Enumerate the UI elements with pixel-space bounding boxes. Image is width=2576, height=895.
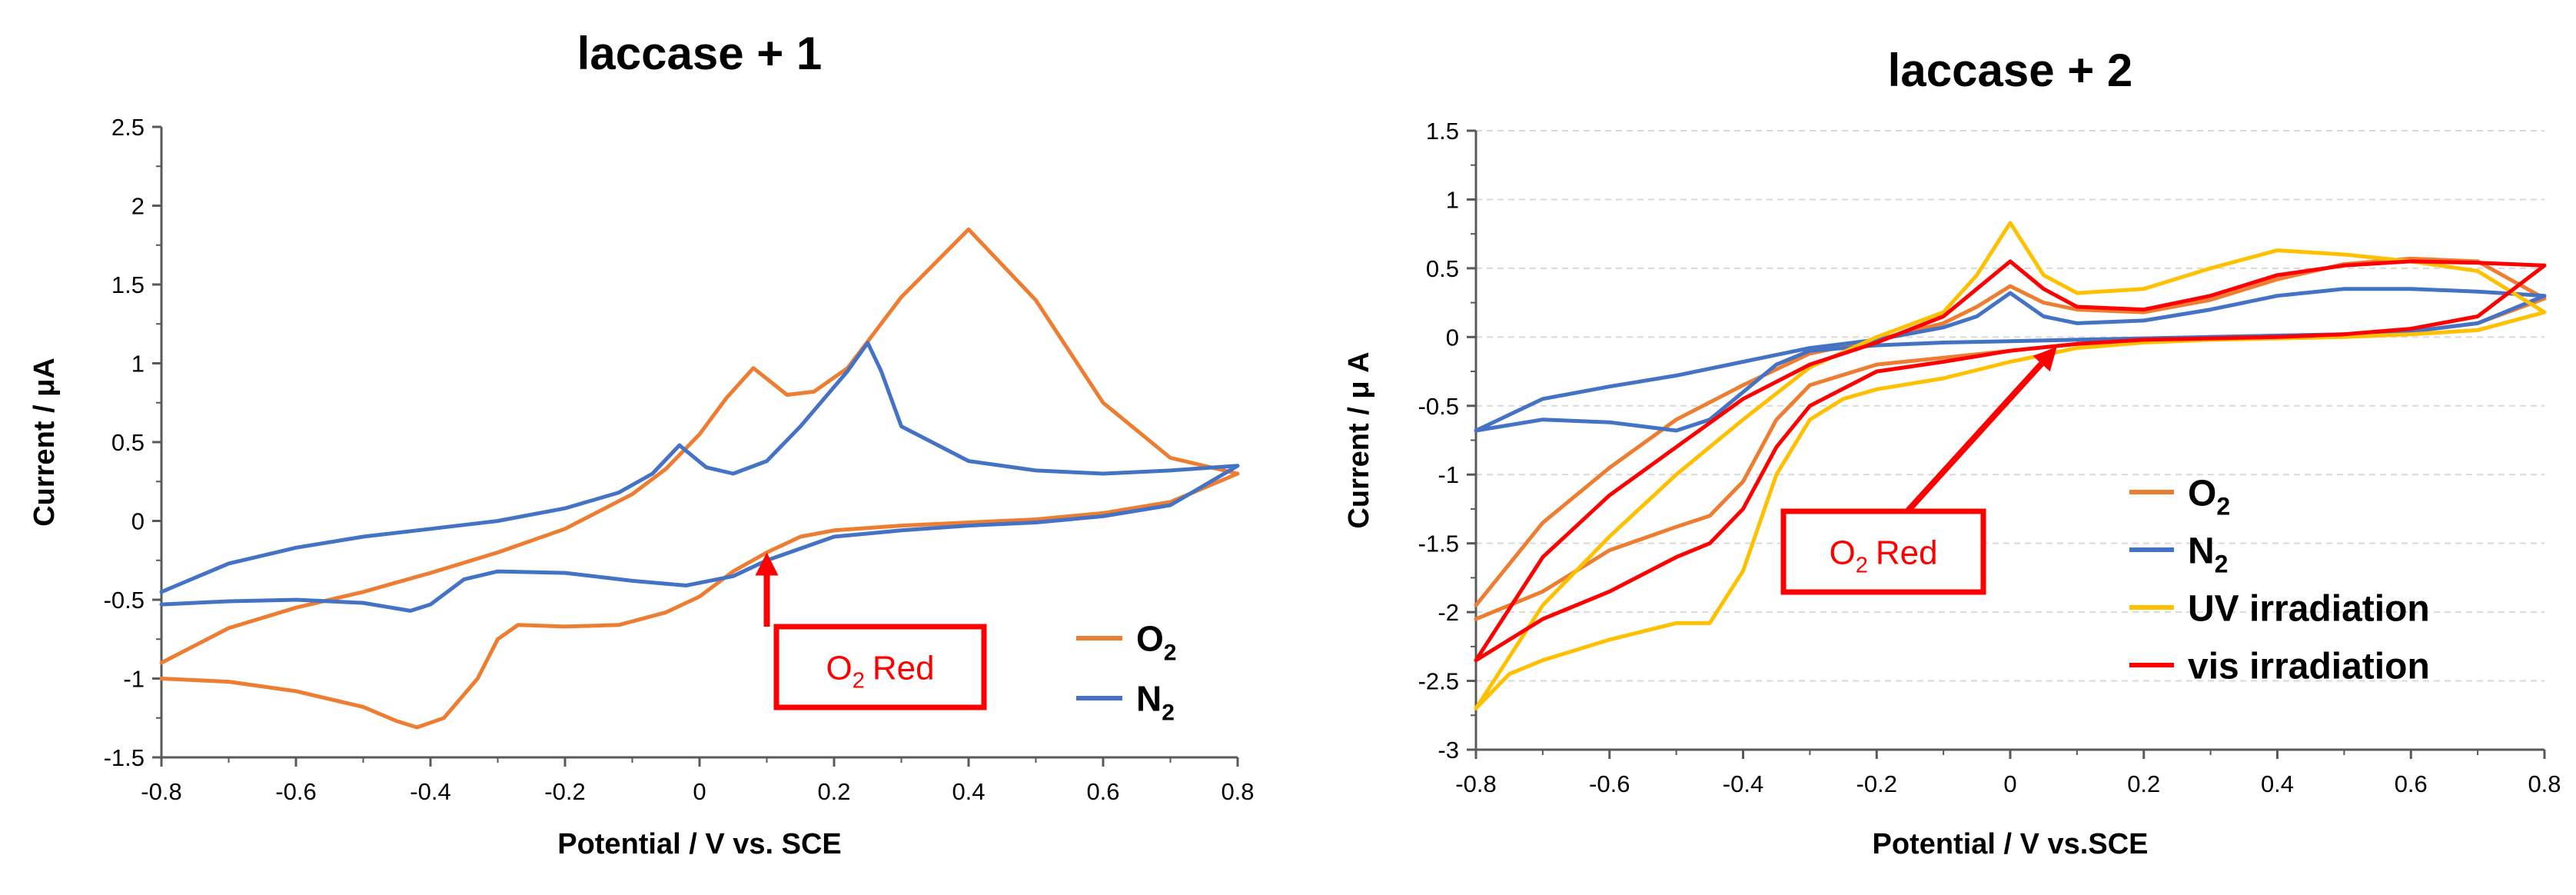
series-line-vis xyxy=(1474,259,2547,663)
legend-label-n2: N2 xyxy=(2188,531,2228,577)
y-tick-label: -0.5 xyxy=(1418,393,1459,420)
legend-label-n2: N2 xyxy=(1136,679,1175,726)
legend-label-o2: O2 xyxy=(2188,473,2230,520)
legend-label-n2-subscript: 2 xyxy=(2215,550,2229,577)
y-tick-label: 1.5 xyxy=(111,271,145,298)
annotation-arrow-head xyxy=(755,552,779,576)
annotation-box xyxy=(773,624,987,710)
y-tick-label: 1 xyxy=(1446,186,1459,213)
y-tick-label: -1.5 xyxy=(1418,531,1459,557)
x-tick-label: 0.4 xyxy=(2261,770,2294,797)
legend-label-o2-text: O xyxy=(1136,619,1164,659)
series-line-uv xyxy=(1474,221,2547,710)
annotation-label: O2 Red xyxy=(826,649,934,693)
chart-panel-laccase-2: laccase + 2 1.5 1 0.5 0 -0.5 -1 -1.5 -2 -2.5 -3 -0.… xyxy=(1307,0,2576,895)
legend-label-uv: UV irradiation xyxy=(2188,588,2430,629)
annotation-arrow-shaft xyxy=(1905,361,2044,514)
series-line-o2 xyxy=(1474,256,2547,621)
x-tick-label: -0.8 xyxy=(1455,770,1496,797)
annotation-text: Red xyxy=(1876,534,1938,571)
x-tick-label: -0.4 xyxy=(410,778,450,805)
y-tick-label: 0 xyxy=(1446,324,1459,351)
x-tick-label: 0 xyxy=(693,778,706,805)
x-tick-label: 0.6 xyxy=(1086,778,1119,805)
y-tick-label: 0.5 xyxy=(1426,255,1459,282)
legend-label-o2-subscript: 2 xyxy=(2216,492,2230,520)
x-axis-label: Potential / V vs. SCE xyxy=(557,828,842,860)
annotation-prefix: O xyxy=(1829,534,1855,571)
x-tick-label: -0.6 xyxy=(1589,770,1630,797)
annotation-subscript: 2 xyxy=(1856,553,1868,577)
x-tick-label: -0.4 xyxy=(1723,770,1763,797)
y-tick-label: 1.5 xyxy=(1426,118,1459,145)
legend-label-vis: vis irradiation xyxy=(2188,646,2430,687)
x-tick-label: 0 xyxy=(2003,770,2016,797)
legend-label-n2-text: N xyxy=(2188,531,2215,571)
annotation-label: O2 Red xyxy=(1829,534,1937,577)
chart-title: laccase + 2 xyxy=(1888,45,2133,96)
y-tick-label: 2.5 xyxy=(111,114,145,141)
legend-label-uv-text: UV irradiation xyxy=(2188,588,2430,629)
y-tick-label: -0.5 xyxy=(104,587,145,614)
legend-label-vis-text: vis irradiation xyxy=(2188,646,2430,687)
x-tick-label: -0.2 xyxy=(1856,770,1897,797)
x-tick-label: 0.2 xyxy=(2127,770,2160,797)
y-tick-label: 0 xyxy=(131,508,145,535)
chart-panel-laccase-1: laccase + 1 2.5 2 1.5 1 0.5 0 -0.5 -1 -1.5 -0.8 -0.… xyxy=(0,0,1261,895)
y-tick-label: 2 xyxy=(131,193,145,220)
y-tick-label: -1 xyxy=(1438,461,1459,488)
x-tick-label: 0.8 xyxy=(2528,770,2561,797)
cyclic-voltammogram-chart-2: laccase + 2 1.5 1 0.5 0 -0.5 -1 -1.5 -2 -2.5 -3 -0.… xyxy=(1343,45,2561,860)
x-tick-label: 0.4 xyxy=(952,778,985,805)
y-axis-label: Current / μA xyxy=(28,358,61,527)
y-tick-label: 1 xyxy=(131,351,145,378)
x-tick-label: 0.6 xyxy=(2395,770,2428,797)
y-axis-label: Current / μ A xyxy=(1343,351,1375,528)
legend-label-n2-text: N xyxy=(1136,679,1162,719)
x-tick-label: 0.8 xyxy=(1221,778,1254,805)
annotation-arrow-head xyxy=(2033,346,2057,372)
y-tick-label: -1 xyxy=(123,666,145,693)
y-tick-label: -1.5 xyxy=(104,744,145,771)
y-tick-label: -2.5 xyxy=(1418,668,1459,695)
series-line-n2 xyxy=(1474,287,2547,433)
x-tick-label: -0.2 xyxy=(544,778,585,805)
x-axis-label: Potential / V vs.SCE xyxy=(1873,828,2149,860)
annotation-prefix: O xyxy=(826,649,852,687)
annotation-box xyxy=(1780,508,1986,595)
legend-label-o2-subscript: 2 xyxy=(1164,640,1177,666)
series-line-n2 xyxy=(159,341,1240,613)
legend-label-n2-subscript: 2 xyxy=(1162,700,1175,726)
annotation-subscript: 2 xyxy=(853,668,865,693)
legend-label-o2: O2 xyxy=(1136,619,1176,666)
legend-label-o2-text: O xyxy=(2188,473,2216,514)
x-tick-label: 0.2 xyxy=(817,778,850,805)
chart-title: laccase + 1 xyxy=(577,28,823,79)
y-tick-label: 0.5 xyxy=(111,429,145,456)
x-tick-label: -0.6 xyxy=(275,778,316,805)
y-tick-label: -2 xyxy=(1438,599,1459,626)
series-line-o2 xyxy=(159,227,1240,730)
cyclic-voltammogram-chart-1: laccase + 1 2.5 2 1.5 1 0.5 0 -0.5 -1 -1.5 -0.8 -0.… xyxy=(28,28,1255,860)
annotation-text: Red xyxy=(873,649,935,687)
x-tick-label: -0.8 xyxy=(141,778,181,805)
y-tick-label: -3 xyxy=(1438,737,1459,764)
